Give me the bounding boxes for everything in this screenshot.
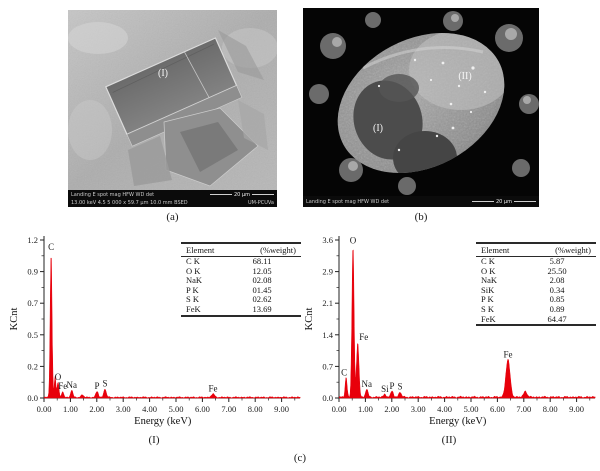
eds-table-row: C K 5.87 [481,256,565,266]
eds-table-row: O K 25.50 [481,265,567,276]
eds-table-row: C K 68.11 [186,256,272,266]
eds-table-header: Element (%weight) [476,244,596,257]
x-axis-label: Energy (keV) [429,416,487,427]
svg-text:7.00: 7.00 [516,404,531,414]
eds-spectrum-1-plot: 0.0 0.2 0.5 0.7 0.9 1.2 0.00 1.00 2.00 3.00 4.00 5.… [9,235,301,427]
peak-label-Na: Na [66,380,77,390]
eds-table-row: P K 0.85 [481,294,565,305]
svg-text:3.00: 3.00 [411,404,426,414]
peak-label-P: P [390,381,395,391]
peak-label-Na: Na [361,379,372,389]
region-label-b-I: (I) [373,123,383,134]
peak-label-S: S [102,378,107,388]
caption-panel-c: (c) [293,452,307,464]
svg-text:0.5: 0.5 [27,330,38,340]
sem-b-scalebar: 20 μm [472,199,536,205]
svg-text:6.00: 6.00 [195,404,210,414]
peak-label-Si: Si [381,384,389,394]
svg-text:4.00: 4.00 [437,404,452,414]
region-label-b-II: (II) [458,71,471,82]
svg-text:1.00: 1.00 [63,404,78,414]
svg-text:4.00: 4.00 [142,404,157,414]
sem-micrograph-a: (I) Landing E spot mag HFW WD det 20 μm … [68,10,277,207]
eds-table-row: SiK 0.34 [481,284,565,295]
svg-text:1.4: 1.4 [322,330,333,340]
peak-label-S: S [397,382,402,392]
peak-label-Fe: Fe [359,332,368,342]
svg-text:1.00: 1.00 [358,404,373,414]
svg-text:9.00: 9.00 [569,404,584,414]
eds-spectrum-1: 0.0 0.2 0.5 0.7 0.9 1.2 0.00 1.00 2.00 3.00 4.00 5.… [6,228,304,434]
svg-text:3.6: 3.6 [322,235,333,245]
caption-panel-a: (a) [166,211,179,223]
x-axis-label: Energy (keV) [134,416,192,427]
svg-text:0.00: 0.00 [332,404,347,414]
eds-table-row: FeK 64.47 [481,313,567,324]
svg-text:0.7: 0.7 [27,298,38,308]
sem-a-databar: Landing E spot mag HFW WD det 20 μm 13.0… [68,190,277,207]
caption-spectrum-1: (I) [148,434,160,446]
svg-text:0.7: 0.7 [322,361,333,371]
sem-b-databar: Landing E spot mag HFW WD det 20 μm [303,196,539,207]
svg-text:6.00: 6.00 [490,404,505,414]
sem-b-databar-line1: Landing E spot mag HFW WD det [306,198,390,205]
eds-table-row: S K 0.89 [481,303,565,314]
eds-table-header: Element (%weight) [181,244,301,257]
svg-text:2.00: 2.00 [89,404,104,414]
svg-text:2.9: 2.9 [322,267,333,277]
peak-label-O: O [55,372,62,382]
eds-table-row: NaK 2.08 [481,275,565,286]
svg-text:8.00: 8.00 [543,404,558,414]
sem-image-a-art: (I) [68,10,277,191]
eds-table-2: Element (%weight) C K 5.87 O K 25.50 NaK 2.08 Si… [476,242,596,327]
caption-panel-b: (b) [414,211,428,223]
svg-text:5.00: 5.00 [464,404,479,414]
y-axis-label: KCnt [9,308,20,331]
eds-table-row: P K 01.45 [186,284,272,295]
svg-text:0.9: 0.9 [27,267,38,277]
peak-label-Fe: Fe [503,350,512,360]
svg-text:0.0: 0.0 [322,393,333,403]
sem-a-databar-line1: Landing E spot mag HFW WD det [71,191,155,198]
eds-spectrum-2-plot: 0.0 0.7 1.4 2.1 2.9 3.6 0.00 1.00 2.00 3.00 4.00 5.… [304,235,596,427]
eds-table-row: FeK 13.69 [186,303,272,314]
peak-label-C: C [341,367,347,377]
sem-a-databar-line2: 13.00 keV 4.5 5 000 x 59.7 μm 10.0 mm BS… [71,199,188,206]
peak-label-O: O [350,236,357,246]
eds-table-row: NaK 02.08 [186,275,272,286]
sem-image-b-art: (I) (II) [303,8,539,196]
sem-a-databar-credit: UM-PCUVa [247,199,274,206]
peak-label-Fe: Fe [58,381,67,391]
svg-text:9.00: 9.00 [274,404,289,414]
eds-table-row: S K 02.62 [186,294,272,305]
svg-text:5.00: 5.00 [169,404,184,414]
peak-label-P: P [95,381,100,391]
eds-table-row: O K 12.05 [186,265,272,276]
svg-text:3.00: 3.00 [116,404,131,414]
sem-micrograph-b: (I) (II) Landing E spot mag HFW WD det 2… [303,8,539,207]
peak-label-C: C [48,242,54,252]
region-label-a-I: (I) [158,68,168,79]
svg-text:0.00: 0.00 [37,404,52,414]
peak-label-Fe: Fe [208,384,217,394]
caption-spectrum-2: (II) [441,434,457,446]
eds-table-1: Element (%weight) C K 68.11 O K 12.05 NaK 02.08… [181,242,301,317]
svg-text:2.1: 2.1 [322,298,333,308]
svg-text:0.2: 0.2 [27,361,38,371]
svg-text:0.0: 0.0 [27,393,38,403]
svg-text:7.00: 7.00 [221,404,236,414]
eds-spectrum-2: 0.0 0.7 1.4 2.1 2.9 3.6 0.00 1.00 2.00 3.00 4.00 5.… [301,228,599,434]
svg-text:2.00: 2.00 [384,404,399,414]
y-axis-label: KCnt [304,308,315,331]
svg-text:8.00: 8.00 [248,404,263,414]
sem-a-scalebar: 20 μm [210,192,274,198]
svg-text:1.2: 1.2 [27,235,38,245]
